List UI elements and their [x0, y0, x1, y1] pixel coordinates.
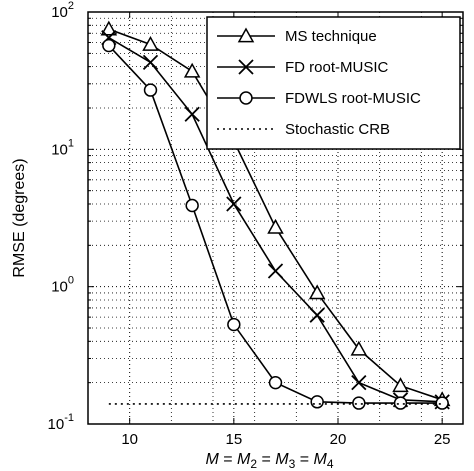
circle-marker — [393, 396, 408, 410]
x-marker-stroke — [238, 59, 254, 75]
x-marker — [238, 59, 254, 75]
x-marker — [351, 375, 367, 391]
legend-label: FD root-MUSIC — [285, 59, 389, 76]
x-marker-stroke — [309, 307, 325, 323]
y-tick-label: 102 — [51, 0, 74, 21]
triangle-marker — [308, 284, 326, 300]
x-marker — [226, 196, 242, 212]
legend-item: MS technique — [217, 27, 377, 45]
y-tick-label: 101 — [51, 137, 74, 158]
legend: MS technique FD root-MUSIC FDWLS root-MUSI… — [206, 16, 461, 150]
x-marker — [184, 106, 200, 122]
circle-marker — [352, 396, 366, 410]
plot-series — [100, 20, 451, 410]
plot-frame — [87, 11, 464, 425]
triangle-marker — [267, 218, 284, 234]
y-tick-label: 10-1 — [48, 412, 74, 433]
legend-item: Stochastic CRB — [217, 121, 390, 138]
triangle-marker — [350, 340, 368, 356]
x-tick-label: 25 — [434, 431, 451, 448]
legend-item: FD root-MUSIC — [217, 59, 389, 76]
x-tick-label: 20 — [330, 431, 347, 448]
legend-item: FDWLS root-MUSIC — [217, 90, 421, 107]
legend-label: FDWLS root-MUSIC — [285, 90, 421, 107]
x-marker — [142, 54, 159, 70]
circle-marker — [268, 375, 283, 390]
x-marker — [267, 263, 284, 279]
legend-label: MS technique — [285, 28, 377, 45]
circle-marker — [143, 83, 158, 97]
circle-marker — [227, 317, 241, 332]
axis-ticks: 10 15 20 25 102 101 100 10-1 — [48, 0, 463, 448]
circle-marker — [435, 396, 449, 410]
x-axis-label: M = M2 = M3 = M4 — [205, 451, 333, 471]
y-axis-label: RMSE (degrees) — [11, 158, 28, 277]
x-tick-label: 15 — [225, 431, 242, 448]
x-marker-stroke — [226, 196, 242, 212]
circle-marker — [185, 198, 199, 213]
circle-marker — [310, 395, 324, 409]
legend-label: Stochastic CRB — [285, 121, 390, 138]
triangle-marker — [142, 35, 159, 51]
circle-marker — [239, 91, 253, 105]
x-marker-stroke — [142, 54, 159, 70]
x-marker-stroke — [184, 106, 200, 122]
x-tick-label: 10 — [121, 431, 138, 448]
triangle-marker — [392, 377, 409, 393]
series-2 — [102, 38, 449, 410]
x-marker — [309, 307, 325, 323]
x-marker-stroke — [351, 375, 367, 391]
triangle-marker — [183, 62, 201, 78]
triangle-marker — [100, 20, 118, 36]
circle-marker — [102, 38, 116, 53]
y-tick-label: 100 — [51, 275, 74, 296]
x-marker-stroke — [267, 263, 284, 279]
triangle-marker — [237, 27, 255, 43]
